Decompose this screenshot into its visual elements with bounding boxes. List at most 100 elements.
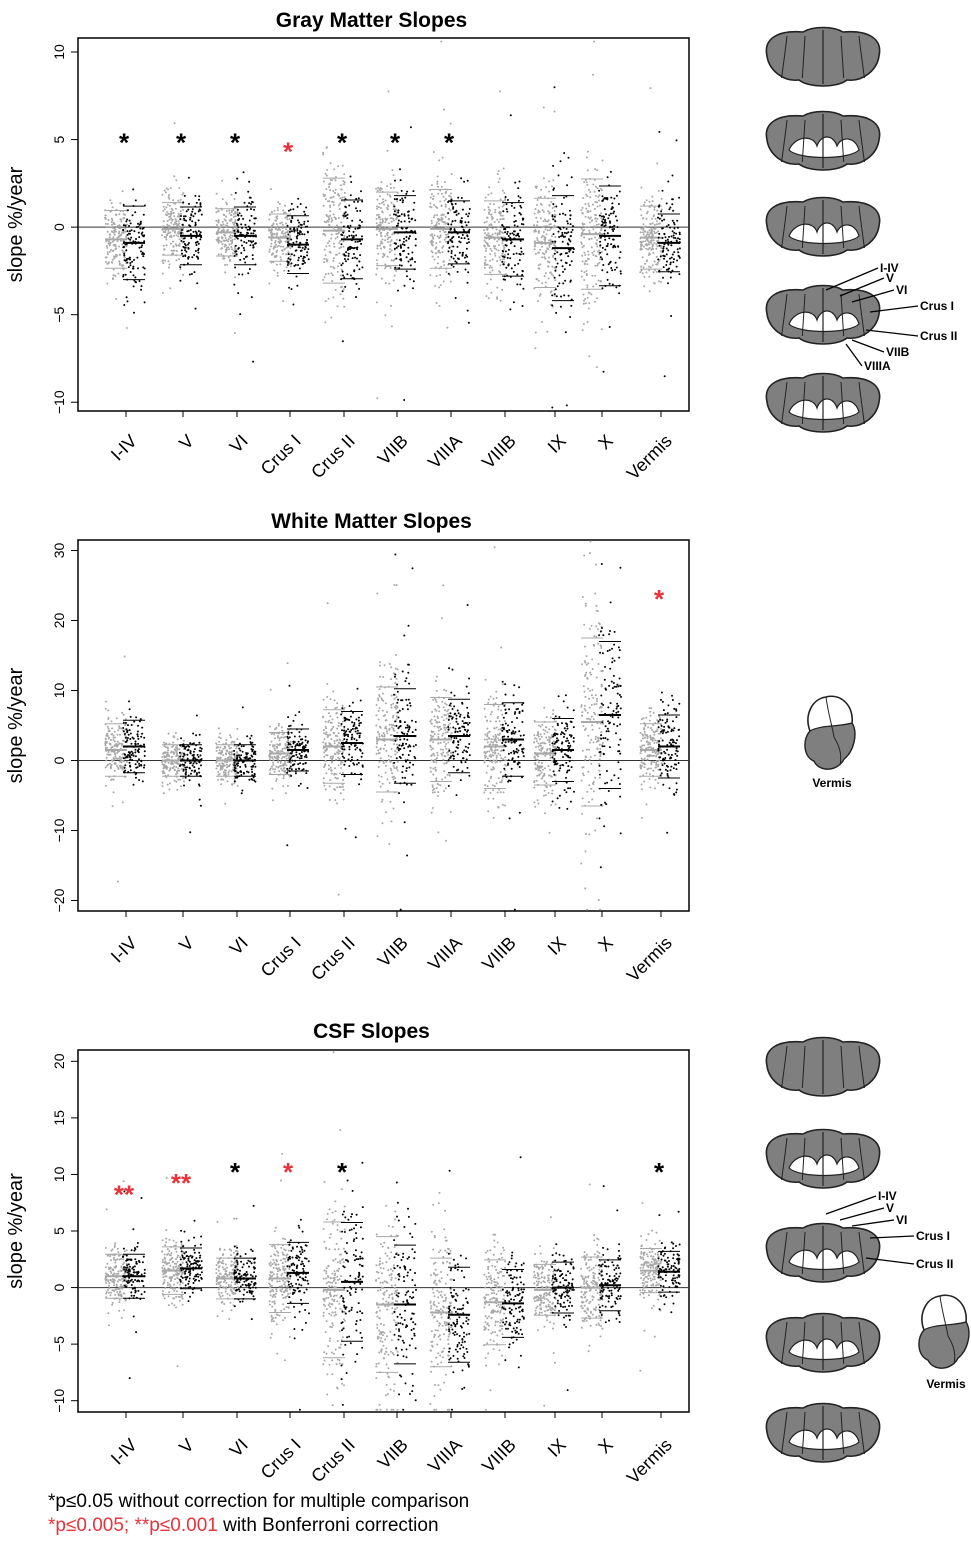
data-point xyxy=(233,332,236,335)
data-point xyxy=(379,218,382,221)
data-point xyxy=(290,253,293,256)
data-point xyxy=(497,226,500,229)
data-point xyxy=(280,750,282,753)
data-point xyxy=(553,266,556,269)
data-point xyxy=(175,761,178,764)
data-point xyxy=(269,688,272,691)
data-point xyxy=(485,295,488,298)
data-point xyxy=(271,765,273,768)
data-point xyxy=(400,246,402,249)
data-point xyxy=(535,740,538,743)
data-point xyxy=(498,244,500,247)
data-point xyxy=(534,805,537,808)
data-point xyxy=(239,231,242,234)
data-point xyxy=(510,267,513,270)
data-point xyxy=(675,139,678,142)
data-point xyxy=(270,188,272,191)
data-point xyxy=(217,778,220,781)
data-point xyxy=(237,218,240,221)
data-point xyxy=(513,220,516,223)
data-point xyxy=(254,242,256,245)
data-point xyxy=(236,784,239,787)
data-point xyxy=(536,199,539,201)
data-point xyxy=(328,183,331,186)
data-point xyxy=(595,703,598,705)
data-point xyxy=(107,709,110,712)
data-point xyxy=(329,698,332,701)
data-point xyxy=(177,220,180,223)
data-point xyxy=(220,253,223,256)
data-point xyxy=(354,240,357,243)
data-point xyxy=(549,756,552,759)
data-point xyxy=(612,246,615,249)
data-point xyxy=(584,254,587,256)
data-point xyxy=(431,791,434,794)
data-point xyxy=(336,235,339,238)
data-point xyxy=(166,751,169,754)
data-point xyxy=(437,791,440,794)
data-point xyxy=(268,282,271,285)
data-point xyxy=(403,244,406,247)
data-point xyxy=(381,256,384,258)
data-point xyxy=(450,192,452,195)
data-point xyxy=(215,749,218,752)
data-point xyxy=(341,785,344,788)
data-point xyxy=(439,728,442,731)
data-point xyxy=(334,237,337,240)
data-point xyxy=(326,682,329,685)
data-point xyxy=(460,217,463,220)
data-point xyxy=(384,239,386,242)
data-point xyxy=(506,233,509,235)
data-point xyxy=(667,249,670,252)
data-point xyxy=(380,202,383,204)
data-point xyxy=(389,195,392,198)
data-point xyxy=(383,733,386,736)
data-point xyxy=(234,756,236,759)
data-point xyxy=(389,187,392,189)
data-point xyxy=(400,213,403,216)
data-point xyxy=(447,223,450,226)
data-point xyxy=(379,785,382,788)
data-point xyxy=(235,222,238,225)
data-point xyxy=(520,250,523,253)
data-point xyxy=(430,193,433,195)
data-point xyxy=(323,751,326,754)
data-point xyxy=(651,264,654,267)
data-point xyxy=(494,736,497,739)
data-point xyxy=(169,767,172,770)
data-point xyxy=(355,234,358,237)
data-point xyxy=(592,697,595,699)
data-point xyxy=(270,226,273,229)
data-point xyxy=(439,274,442,276)
data-point xyxy=(385,811,387,814)
data-point xyxy=(648,229,651,232)
data-point xyxy=(292,208,295,211)
data-point xyxy=(194,194,197,197)
data-point xyxy=(668,235,670,238)
data-point xyxy=(548,256,550,259)
data-point xyxy=(286,784,289,787)
data-point xyxy=(389,248,391,251)
data-point xyxy=(354,256,356,259)
data-point xyxy=(442,584,445,587)
data-point xyxy=(233,740,236,743)
data-point xyxy=(334,788,336,791)
data-point xyxy=(503,261,506,264)
data-point xyxy=(360,221,363,223)
data-point xyxy=(215,238,218,241)
data-point xyxy=(227,771,230,774)
data-point xyxy=(123,256,126,259)
data-point xyxy=(455,213,458,216)
data-point xyxy=(386,732,389,735)
data-point xyxy=(411,257,414,260)
data-point xyxy=(173,768,176,771)
data-point xyxy=(174,230,176,233)
data-point xyxy=(429,225,432,228)
data-point xyxy=(392,775,395,778)
data-point xyxy=(338,262,341,265)
data-point xyxy=(642,233,645,236)
data-point xyxy=(222,754,225,757)
data-point xyxy=(326,696,329,698)
data-point xyxy=(612,230,615,232)
data-point xyxy=(123,304,126,306)
